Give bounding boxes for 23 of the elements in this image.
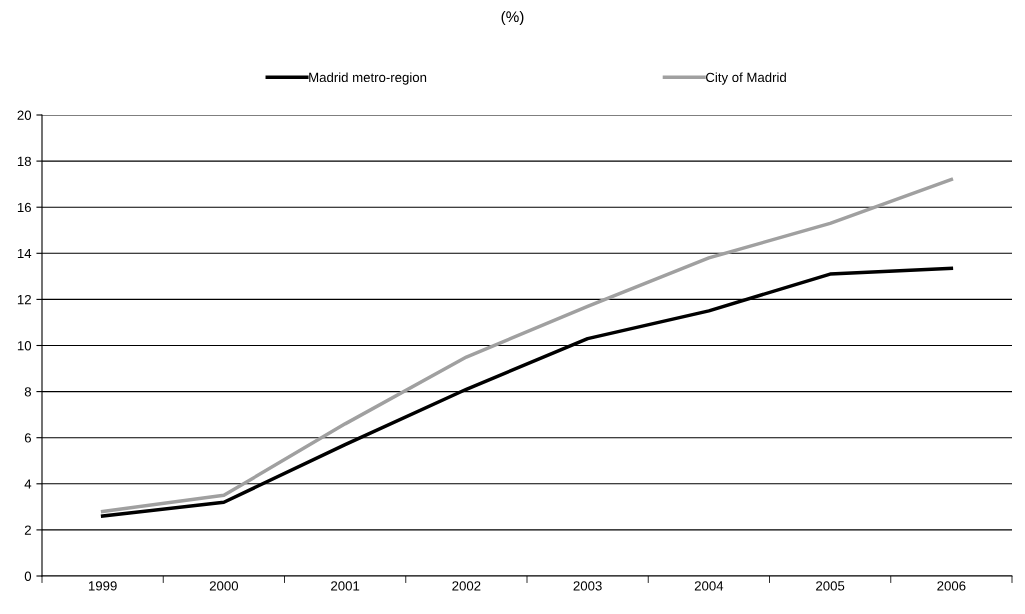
x-tick-label: 2004 [694, 581, 724, 591]
x-tick-label: 2003 [573, 581, 602, 591]
legend-label: City of Madrid [706, 72, 786, 85]
y-tick-label: 14 [17, 249, 32, 259]
x-tick-label: 2002 [452, 581, 481, 591]
y-tick-label: 16 [17, 202, 31, 213]
x-tick-label: 2001 [331, 581, 360, 591]
x-tick-label: 2006 [937, 581, 966, 591]
y-tick-label: 4 [24, 479, 32, 489]
x-tick-label: 2000 [209, 581, 239, 591]
chart-title: (%) [501, 10, 524, 26]
y-tick-label: 0 [24, 571, 32, 581]
line-series [100, 177, 954, 514]
x-tick-label: 1999 [88, 581, 117, 591]
y-tick-label: 18 [17, 156, 32, 167]
y-tick-label: 8 [24, 387, 32, 397]
x-tick-label: 2005 [816, 581, 845, 591]
y-tick-label: 6 [24, 433, 31, 443]
y-tick-label: 2 [24, 525, 31, 535]
y-tick-label: 12 [17, 294, 31, 305]
legend-label: Madrid metro-region [309, 72, 427, 85]
y-tick-label: 20 [17, 110, 32, 120]
y-tick-label: 10 [17, 341, 32, 351]
